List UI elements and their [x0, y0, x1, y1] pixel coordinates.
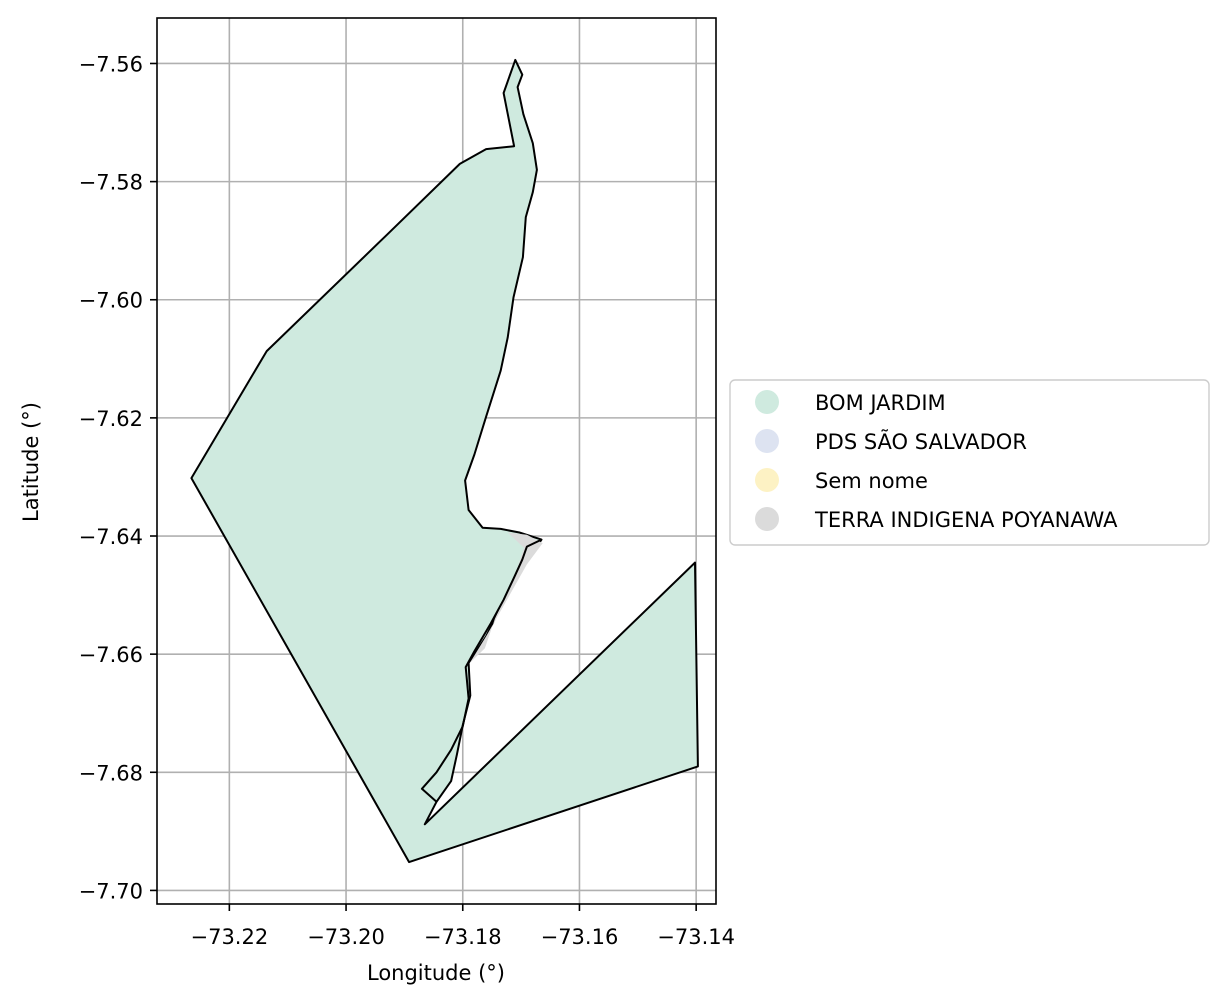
y-tick-label: −7.60: [79, 289, 143, 313]
x-tick-label: −73.14: [657, 925, 735, 949]
region-terra-indigena-poyanawa: [469, 532, 543, 663]
boundary-terra-indigena-poyanawa: [420, 538, 542, 803]
legend-marker: [755, 429, 779, 453]
map-regions: [190, 58, 699, 864]
legend-label: Sem nome: [815, 469, 928, 493]
x-axis-title: Longitude (°): [367, 961, 505, 985]
legend-label: TERRA INDIGENA POYANAWA: [814, 508, 1118, 532]
y-tick-label: −7.66: [79, 643, 143, 667]
legend-label: BOM JARDIM: [815, 391, 946, 415]
plot-frame: [156, 17, 717, 905]
legend-box: [729, 379, 1210, 546]
axis-ticks: −73.22 −73.20 −73.18 −73.16 −73.14 −7.56 −7.58…: [79, 52, 735, 949]
y-axis-title: Latitude (°): [19, 402, 43, 522]
legend-marker: [755, 507, 779, 531]
legend: BOM JARDIM PDS SÃO SALVADOR Sem nome TERRA …: [729, 379, 1210, 546]
y-tick-label: −7.64: [79, 525, 143, 549]
x-tick-label: −73.16: [541, 925, 619, 949]
y-tick-label: −7.62: [79, 407, 143, 431]
legend-label: PDS SÃO SALVADOR: [815, 428, 1027, 454]
region-bom-jardim: [190, 58, 699, 864]
y-tick-label: −7.58: [79, 171, 143, 195]
x-tick-label: −73.22: [190, 925, 268, 949]
x-tick-label: −73.20: [307, 925, 385, 949]
legend-marker: [755, 468, 779, 492]
x-tick-label: −73.18: [424, 925, 502, 949]
y-tick-label: −7.68: [79, 761, 143, 785]
y-tick-label: −7.56: [79, 52, 143, 76]
y-tick-label: −7.70: [79, 879, 143, 903]
legend-marker: [755, 390, 779, 414]
